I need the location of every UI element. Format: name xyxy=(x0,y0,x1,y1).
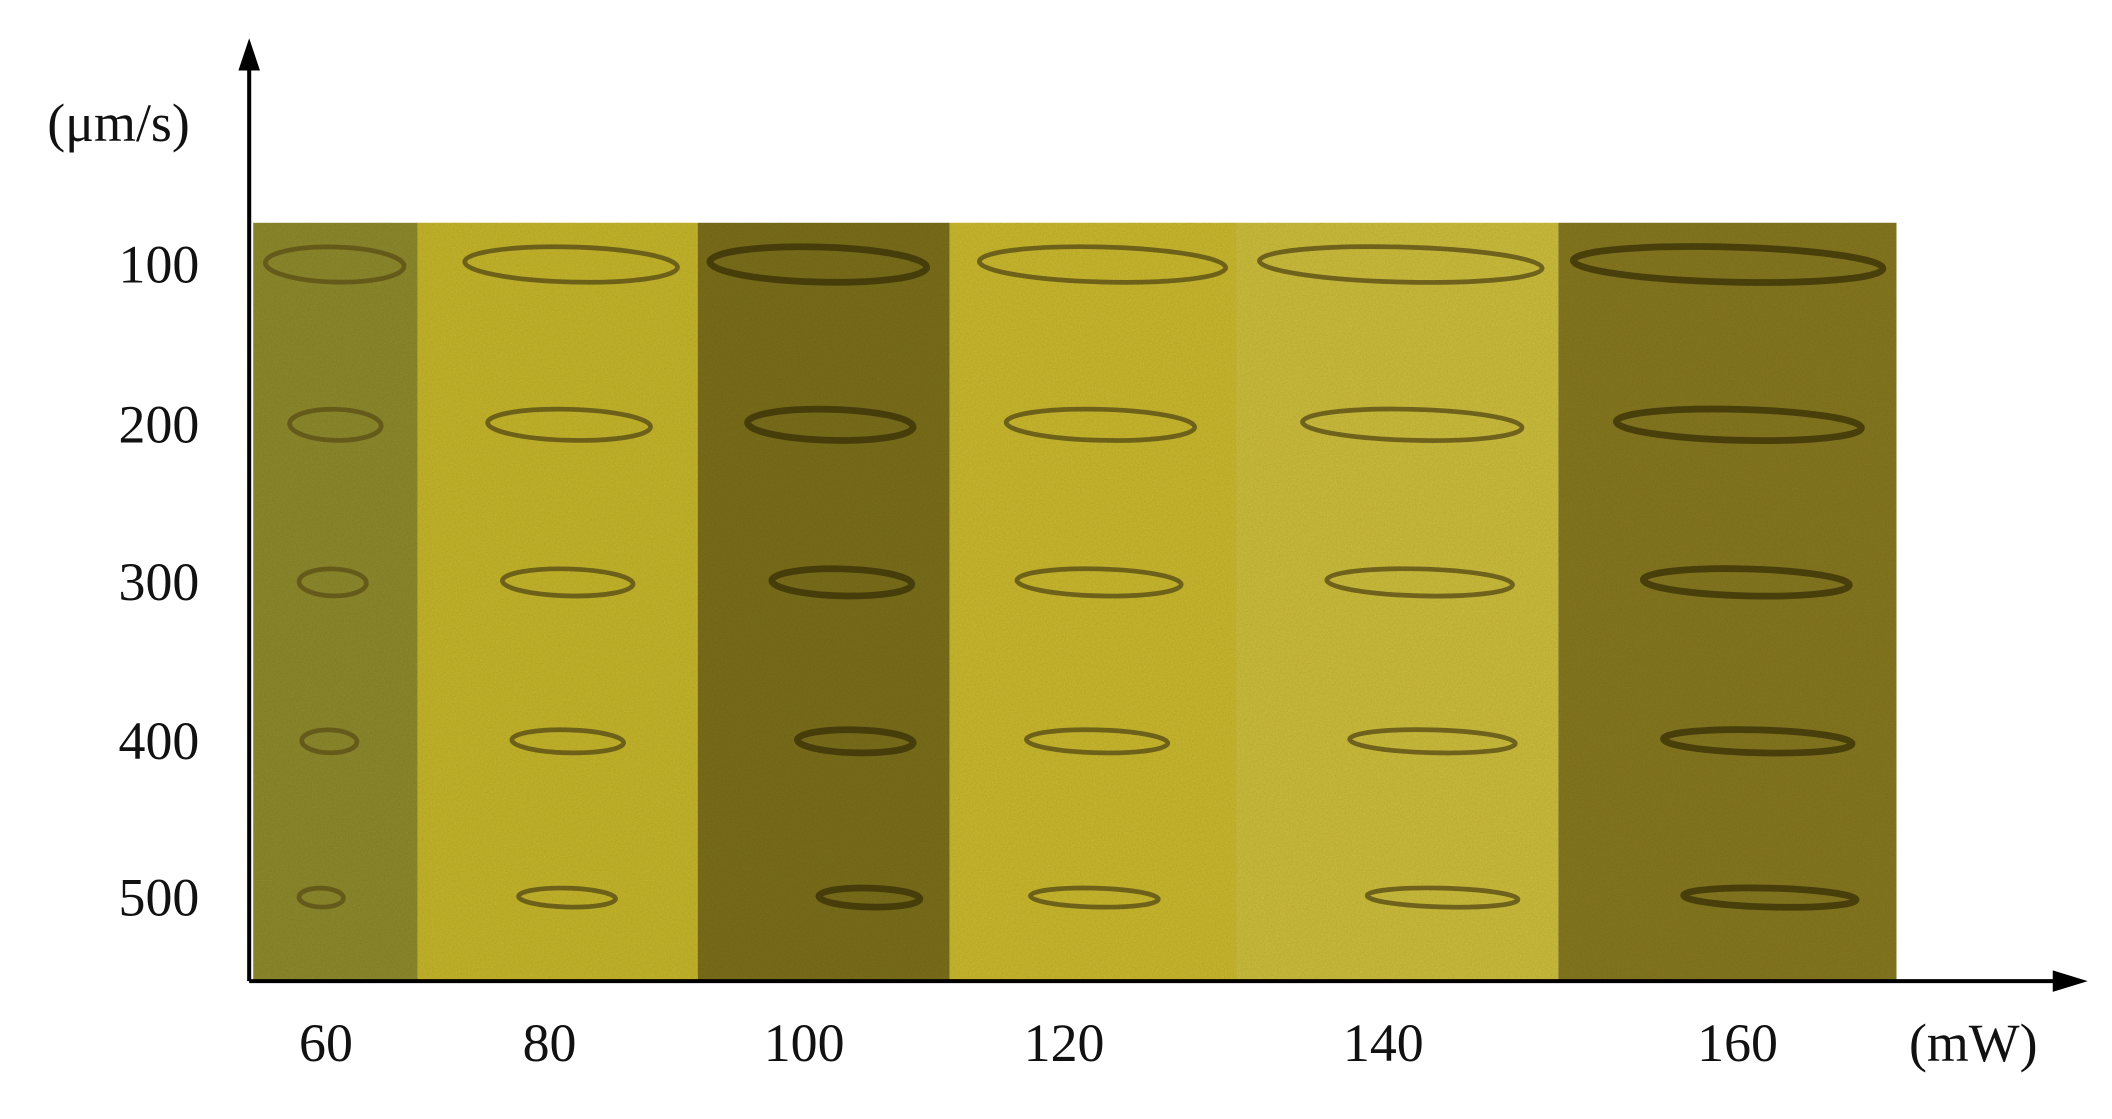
laser-track xyxy=(1680,884,1860,911)
y-arrow xyxy=(238,38,260,71)
laser-track xyxy=(1660,726,1856,757)
laser-track xyxy=(815,884,924,911)
laser-track xyxy=(296,566,369,599)
x-tick-label: 60 xyxy=(299,1013,353,1073)
laser-track xyxy=(509,727,626,756)
x-tick-label: 80 xyxy=(523,1013,577,1073)
laser-track xyxy=(1347,727,1518,756)
laser-track xyxy=(485,406,653,443)
laser-track xyxy=(1364,885,1521,910)
laser-track xyxy=(1613,405,1865,444)
laser-track xyxy=(1639,565,1853,600)
y-tick-label: 500 xyxy=(119,867,200,927)
laser-track xyxy=(263,244,407,285)
laser-track xyxy=(500,566,636,599)
laser-track xyxy=(706,243,931,286)
laser-track xyxy=(744,405,917,444)
y-tick-label: 300 xyxy=(119,552,200,612)
laser-track xyxy=(1300,406,1525,443)
noise xyxy=(253,222,1897,982)
laser-track xyxy=(287,406,384,443)
x-tick-label: 140 xyxy=(1343,1013,1424,1073)
y-tick-label: 400 xyxy=(119,711,200,771)
laser-track xyxy=(976,244,1229,285)
x-tick-label: 120 xyxy=(1024,1013,1105,1073)
y-unit: (μm/s) xyxy=(47,93,190,153)
micrograph xyxy=(253,222,1897,982)
x-arrow xyxy=(2052,970,2088,992)
laser-track xyxy=(296,885,346,910)
laser-track xyxy=(1569,243,1887,286)
axes xyxy=(247,61,2059,984)
laser-track xyxy=(1028,885,1161,910)
y-tick-label: 100 xyxy=(119,234,200,294)
laser-track xyxy=(1014,566,1184,599)
y-tick-label: 200 xyxy=(119,395,200,455)
laser-track xyxy=(1024,727,1171,756)
laser-track xyxy=(1257,244,1545,285)
x-tick-label: 100 xyxy=(764,1013,845,1073)
x-tick-label: 160 xyxy=(1697,1013,1778,1073)
laser-track xyxy=(516,885,618,910)
x-unit: (mW) xyxy=(1909,1013,2038,1073)
laser-track xyxy=(768,565,916,600)
laser-track xyxy=(794,726,917,757)
laser-track xyxy=(1003,406,1198,443)
laser-track xyxy=(1324,566,1515,599)
laser-track xyxy=(462,244,680,285)
laser-track xyxy=(299,727,360,756)
